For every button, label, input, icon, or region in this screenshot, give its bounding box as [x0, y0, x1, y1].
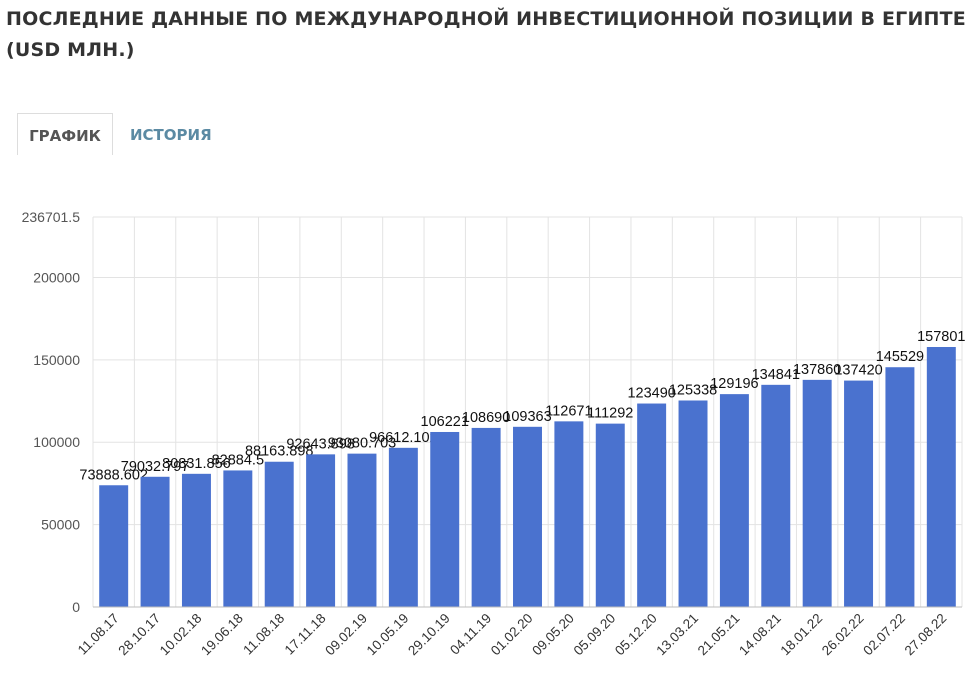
data-label: 111292 — [587, 406, 633, 422]
data-label: 79032.797 — [121, 459, 190, 475]
data-label: 88163.898 — [245, 444, 314, 460]
data-label: 80831.856 — [162, 456, 231, 472]
tab-chart[interactable]: ГРАФИК — [17, 113, 113, 155]
data-label: 112671 — [545, 403, 592, 419]
data-label: 129196 — [710, 376, 758, 392]
x-tick-label: 19.06.18 — [198, 611, 246, 659]
bar — [761, 384, 791, 607]
x-tick-label: 14.08.21 — [736, 611, 784, 659]
bar — [140, 476, 170, 607]
y-tick-label: 100000 — [33, 434, 80, 450]
bar — [388, 447, 418, 607]
bar — [595, 423, 625, 607]
bar — [471, 427, 501, 607]
bar — [926, 347, 956, 607]
data-label: 108690 — [462, 410, 510, 426]
data-label: 106221 — [421, 414, 469, 430]
bar — [264, 461, 294, 607]
bar — [554, 421, 584, 607]
x-tick-label: 17.11.18 — [282, 611, 329, 658]
bar — [99, 485, 129, 607]
bar — [513, 426, 542, 607]
x-tick-label: 11.08.17 — [75, 611, 122, 658]
bar — [347, 453, 377, 607]
x-tick-label: 18.01.22 — [778, 611, 826, 659]
data-label: 157801 — [917, 329, 965, 345]
y-tick-label: 236701.5 — [22, 209, 81, 225]
data-label: 96612.102 — [369, 430, 438, 446]
x-tick-label: 02.07.22 — [860, 611, 908, 659]
x-tick-label: 29.10.19 — [405, 611, 453, 659]
y-tick-label: 150000 — [33, 352, 80, 368]
bar — [678, 400, 708, 607]
data-label: 125338 — [669, 382, 717, 398]
x-tick-label: 05.09.20 — [571, 611, 619, 659]
bar — [223, 470, 253, 607]
bar — [181, 473, 211, 607]
bar — [637, 403, 667, 607]
x-tick-label: 10.05.19 — [364, 611, 412, 659]
tab-history[interactable]: ИСТОРИЯ — [130, 126, 212, 144]
bar-chart: 0 50000 100000 150000 200000 236701.5 73888.60… — [22, 209, 966, 659]
data-label: 145529 — [876, 349, 924, 365]
data-label: 82884.5 — [212, 452, 264, 468]
x-tick-label: 27.08.22 — [902, 611, 950, 659]
page-title: ПОСЛЕДНИЕ ДАННЫЕ ПО МЕЖДУНАРОДНОЙ ИНВЕСТ… — [6, 8, 966, 61]
bar — [844, 380, 874, 607]
y-tick-label: 50000 — [41, 517, 80, 533]
data-label: 137860 — [793, 362, 841, 378]
x-tick-label: 05.12.20 — [612, 611, 660, 659]
x-tick-label: 09.02.19 — [322, 611, 370, 659]
x-tick-label: 28.10.17 — [115, 611, 163, 659]
x-tick-label: 10.02.18 — [157, 611, 205, 659]
x-tick-label: 13.03.21 — [653, 611, 701, 659]
y-tick-label: 200000 — [33, 269, 80, 285]
data-label: 137420 — [834, 363, 882, 379]
data-label: 73888.602 — [79, 467, 148, 483]
data-label: 109363 — [503, 409, 551, 425]
x-tick-label: 26.02.22 — [819, 611, 867, 659]
bar — [306, 454, 336, 607]
data-label: 92643.898 — [286, 436, 355, 452]
y-tick-label: 0 — [72, 599, 80, 615]
data-label: 93080.703 — [328, 436, 397, 452]
bar — [430, 431, 460, 607]
bar — [802, 379, 832, 607]
x-tick-label: 01.02.20 — [488, 611, 536, 659]
data-label: 123490 — [627, 386, 675, 402]
x-tick-label: 09.05.20 — [529, 611, 577, 659]
x-tick-label: 04.11.19 — [447, 611, 494, 658]
bar — [885, 367, 915, 607]
x-tick-label: 21.05.21 — [695, 611, 743, 659]
data-label: 134841 — [752, 367, 800, 383]
x-tick-label: 11.08.18 — [240, 611, 287, 658]
bar — [719, 394, 749, 607]
